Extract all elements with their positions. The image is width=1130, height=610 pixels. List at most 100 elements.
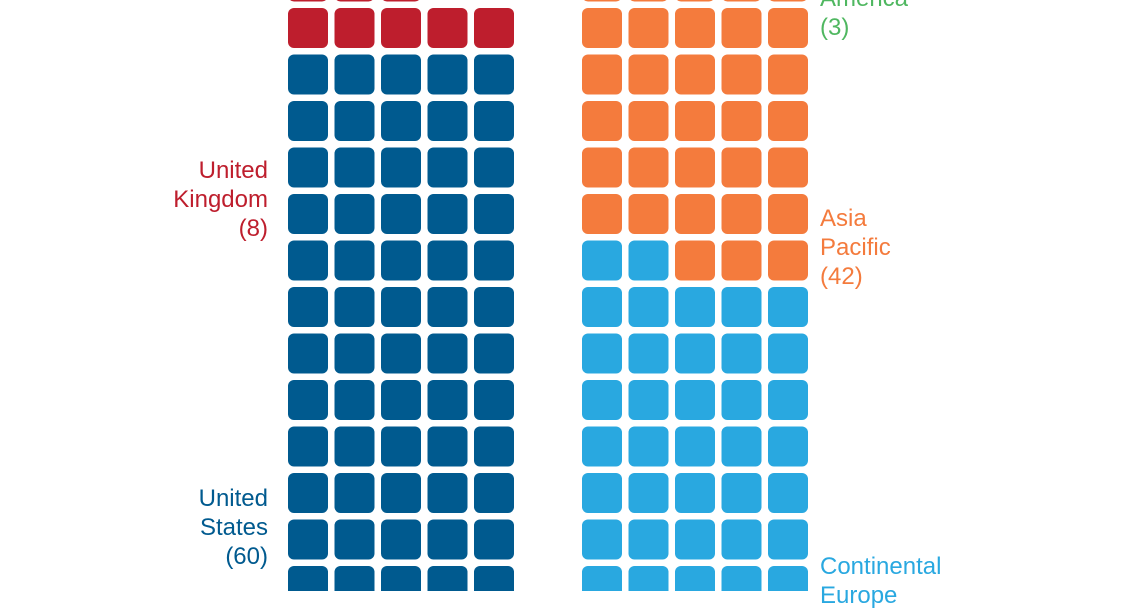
waffle-square-asia-pacific	[721, 240, 762, 281]
waffle-square-asia-pacific	[628, 54, 669, 95]
waffle-square-united-states	[334, 333, 375, 374]
waffle-square-united-kingdom	[383, 0, 419, 2]
waffle-square-united-states	[381, 54, 421, 95]
waffle-square-united-kingdom	[290, 0, 326, 2]
waffle-square-continental-europe	[628, 519, 669, 560]
waffle-square-united-states	[334, 101, 375, 141]
waffle-square-asia-pacific	[675, 8, 715, 48]
waffle-square-asia-pacific	[721, 8, 762, 48]
waffle-square-united-states	[288, 54, 328, 95]
waffle-square-asia-pacific	[582, 54, 622, 95]
label-continental-europe-line-2: Europe	[820, 582, 898, 609]
waffle-square-asia-pacific	[582, 8, 622, 48]
waffle-square-asia-pacific	[677, 0, 713, 2]
label-united-states-count: (60)	[225, 543, 268, 570]
label-asia-pacific: Asia Pacific (42)	[820, 204, 891, 291]
waffle-square-continental-europe	[675, 473, 715, 513]
label-asia-pacific-line-1: Asia	[820, 205, 867, 232]
waffle-square-continental-europe	[721, 566, 762, 591]
label-america-line-1: America	[820, 0, 908, 13]
waffle-square-asia-pacific	[628, 147, 669, 188]
waffle-square-asia-pacific	[768, 240, 808, 281]
waffle-chart	[288, 0, 808, 591]
waffle-square-continental-europe	[768, 473, 808, 513]
waffle-square-asia-pacific	[723, 0, 760, 2]
waffle-square-continental-europe	[582, 566, 622, 591]
waffle-square-united-states	[288, 101, 328, 141]
waffle-square-united-states	[474, 147, 514, 188]
waffle-square-continental-europe	[628, 473, 669, 513]
waffle-square-united-states	[427, 566, 468, 591]
waffle-square-asia-pacific	[675, 240, 715, 281]
waffle-square-asia-pacific	[768, 147, 808, 188]
waffle-square-continental-europe	[721, 333, 762, 374]
waffle-square-asia-pacific	[582, 101, 622, 141]
waffle-square-united-states	[288, 380, 328, 420]
label-united-kingdom-count: (8)	[238, 215, 268, 242]
waffle-square-united-states	[381, 519, 421, 560]
waffle-square-united-states	[381, 287, 421, 327]
label-asia-pacific-line-2: Pacific	[820, 234, 891, 261]
waffle-square-continental-europe	[675, 566, 715, 591]
waffle-square-united-states	[427, 333, 468, 374]
waffle-square-united-states	[334, 240, 375, 281]
waffle-square-united-states	[381, 426, 421, 467]
waffle-square-continental-europe	[721, 473, 762, 513]
waffle-square-united-kingdom	[336, 0, 373, 2]
waffle-square-continental-europe	[768, 426, 808, 467]
waffle-square-united-states	[427, 147, 468, 188]
waffle-square-continental-europe	[628, 240, 669, 281]
waffle-square-united-states	[288, 194, 328, 234]
waffle-square-asia-pacific	[584, 0, 620, 2]
waffle-square-united-states	[474, 519, 514, 560]
waffle-square-continental-europe	[675, 519, 715, 560]
waffle-square-united-states	[381, 333, 421, 374]
waffle-square-united-states	[334, 194, 375, 234]
waffle-square-united-states	[381, 473, 421, 513]
waffle-square-united-states	[427, 287, 468, 327]
waffle-square-united-states	[288, 287, 328, 327]
waffle-square-united-states	[334, 473, 375, 513]
waffle-square-united-states	[427, 54, 468, 95]
waffle-square-united-states	[474, 333, 514, 374]
label-united-states: United States (60)	[199, 484, 268, 571]
waffle-square-united-states	[427, 519, 468, 560]
waffle-square-continental-europe	[768, 519, 808, 560]
waffle-square-continental-europe	[628, 380, 669, 420]
waffle-square-united-states	[427, 240, 468, 281]
waffle-square-asia-pacific	[721, 101, 762, 141]
waffle-square-asia-pacific	[721, 54, 762, 95]
waffle-square-continental-europe	[768, 287, 808, 327]
waffle-square-united-states	[288, 473, 328, 513]
waffle-square-united-states	[334, 287, 375, 327]
waffle-square-asia-pacific	[582, 147, 622, 188]
waffle-square-united-states	[288, 333, 328, 374]
label-united-states-line-1: United	[198, 485, 268, 512]
waffle-square-united-kingdom	[474, 8, 514, 48]
waffle-square-united-states	[427, 194, 468, 234]
waffle-square-continental-europe	[721, 287, 762, 327]
waffle-square-continental-europe	[768, 566, 808, 591]
waffle-square-united-states	[381, 566, 421, 591]
waffle-square-united-kingdom	[288, 8, 328, 48]
waffle-square-united-kingdom	[427, 8, 468, 48]
waffle-square-united-states	[474, 287, 514, 327]
label-united-kingdom: United Kingdom (8)	[173, 156, 268, 243]
waffle-square-united-states	[288, 519, 328, 560]
waffle-square-united-states	[427, 380, 468, 420]
waffle-square-united-kingdom	[381, 8, 421, 48]
waffle-square-united-states	[288, 147, 328, 188]
waffle-square-continental-europe	[628, 287, 669, 327]
waffle-square-asia-pacific	[582, 194, 622, 234]
waffle-square-continental-europe	[675, 287, 715, 327]
waffle-square-asia-pacific	[628, 8, 669, 48]
label-america-count: (3)	[820, 14, 850, 41]
waffle-square-united-kingdom	[334, 8, 375, 48]
waffle-square-continental-europe	[628, 426, 669, 467]
waffle-square-united-states	[427, 426, 468, 467]
waffle-square-asia-pacific	[628, 194, 669, 234]
waffle-square-continental-europe	[675, 380, 715, 420]
label-united-states-line-2: States	[199, 514, 268, 541]
label-united-kingdom-line-1: United	[198, 157, 268, 184]
waffle-square-united-states	[381, 101, 421, 141]
